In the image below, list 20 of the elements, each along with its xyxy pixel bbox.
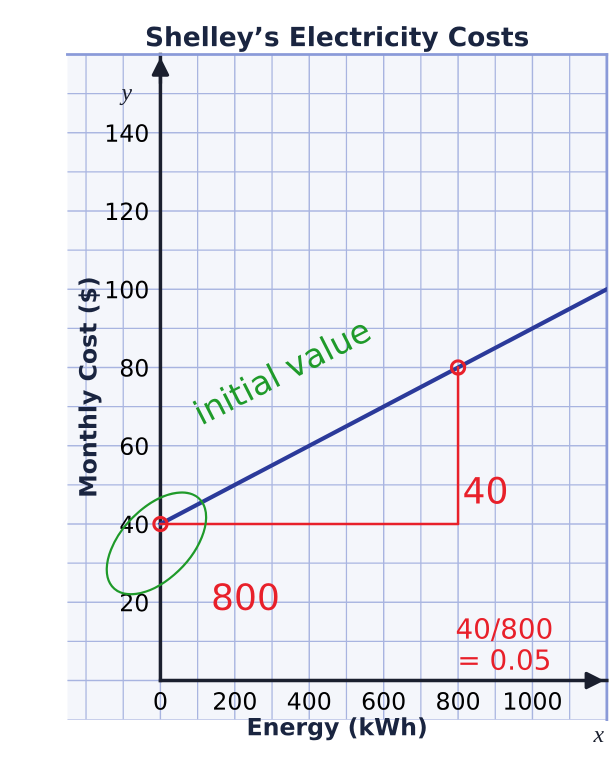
x-tick-label: 1000 [505,692,561,710]
x-tick-label: 0 [154,692,166,710]
y-tick-label: 120 [106,202,148,220]
y-tick-label: 100 [106,280,148,299]
annotation: 40/800 = 0.05 [456,618,552,670]
annotation: 40 [464,476,506,504]
x-tick-label: 400 [288,692,330,710]
x-axis-title: Energy (kWh) [248,717,426,740]
text: x [593,731,604,742]
y-tick-label: 140 [106,124,148,142]
chart-title: Shelley’s Electricity Costs [146,26,528,52]
annotation: 800 [213,583,278,610]
annotation: y [120,89,132,106]
x-tick-label: 800 [437,692,480,710]
y-tick-label: 60 [120,437,148,456]
y-tick-label: 20 [121,594,148,612]
x-tick-label: 200 [214,692,256,710]
x-tick-label: 600 [362,692,405,710]
y-tick-label: 80 [120,358,148,377]
y-axis-title: Monthly Cost ($) [78,278,102,496]
